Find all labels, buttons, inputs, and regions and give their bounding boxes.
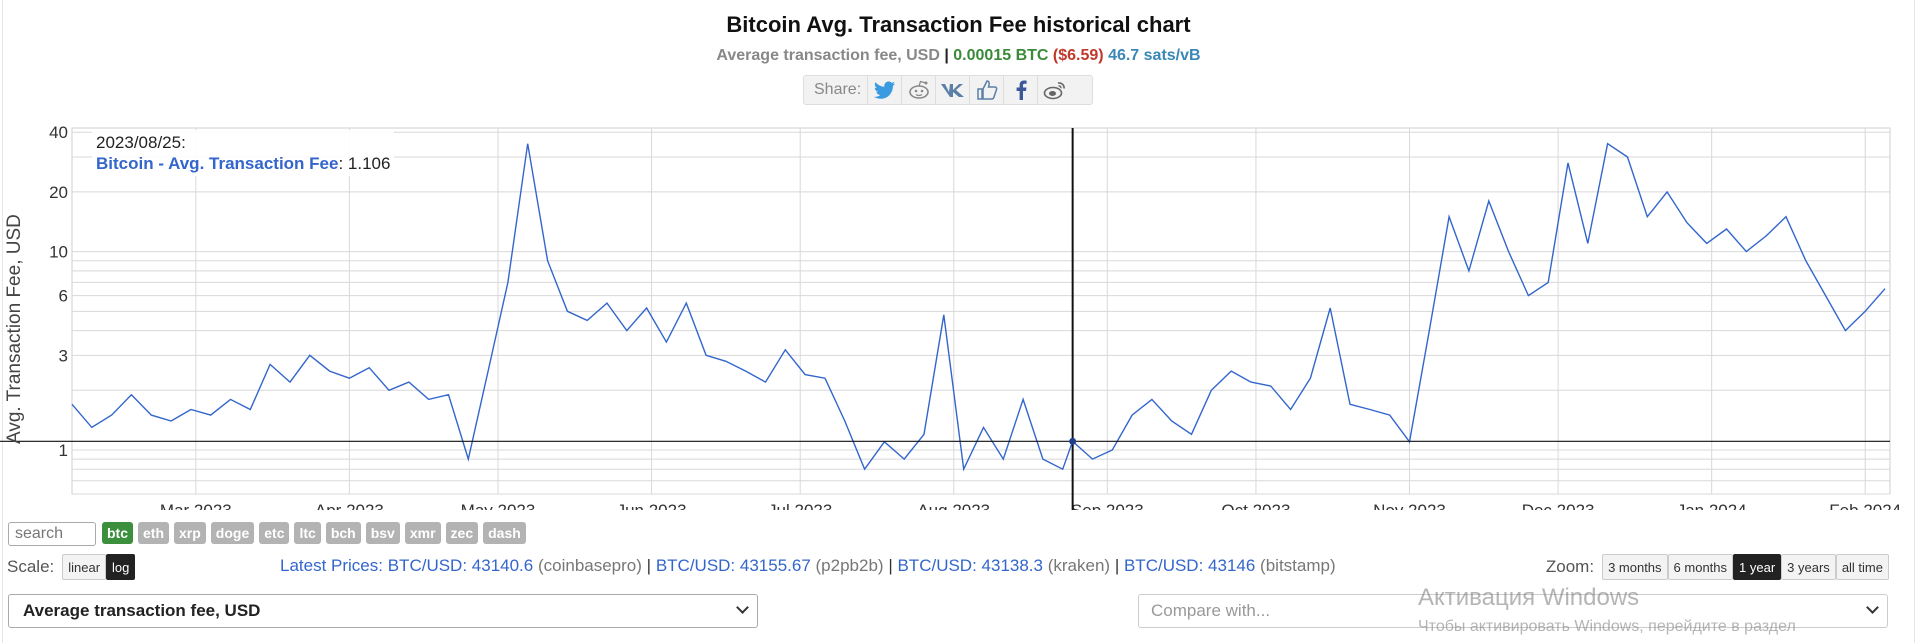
coin-selector: btc eth xrp doge etc ltc bch bsv xmr zec dash bbox=[102, 522, 526, 544]
y-axis-ticks: 1 3 6 10 20 40 bbox=[49, 123, 68, 460]
zoom-option-button[interactable]: 3 months bbox=[1602, 554, 1668, 580]
coin-button[interactable]: doge bbox=[210, 522, 255, 544]
x-tick-label: Apr 2023 bbox=[315, 501, 384, 510]
twitter-icon[interactable] bbox=[867, 76, 901, 104]
x-tick-label: Nov 2023 bbox=[1373, 501, 1446, 510]
y-tick-label: 3 bbox=[59, 346, 68, 365]
watermark-title: Активация Windows bbox=[1418, 584, 1640, 611]
chevron-down-icon bbox=[736, 601, 749, 614]
watermark-subtitle: Чтобы активировать Windows, перейдите в … bbox=[1418, 618, 1796, 635]
fee-series-line bbox=[71, 142, 1886, 472]
coin-button[interactable]: etc bbox=[259, 522, 290, 544]
page-left-border bbox=[2, 0, 3, 643]
price-exchange: (p2pb2b) bbox=[815, 556, 884, 575]
chart-title: Bitcoin Avg. Transaction Fee historical … bbox=[726, 12, 1191, 37]
share-label: Share: bbox=[814, 81, 862, 98]
zoom-option-button[interactable]: 6 months bbox=[1667, 554, 1734, 580]
x-tick-label: Mar 2023 bbox=[160, 501, 232, 510]
coin-search-input[interactable] bbox=[8, 522, 96, 546]
share-bar: Share: bbox=[803, 75, 1093, 105]
scale-log-button[interactable]: log bbox=[106, 554, 136, 580]
prices-label: Latest Prices: bbox=[280, 556, 388, 575]
chart-grid bbox=[71, 127, 1891, 495]
price-exchange: (bitstamp) bbox=[1260, 556, 1336, 575]
subtitle-sats-value: 46.7 sats/vB bbox=[1108, 47, 1201, 64]
subtitle-metric: Average transaction fee, USD bbox=[716, 47, 940, 64]
coin-button[interactable]: zec bbox=[445, 522, 479, 544]
x-tick-label: Aug 2023 bbox=[917, 501, 990, 510]
price-separator: | bbox=[646, 556, 652, 575]
crosshair-point bbox=[1069, 437, 1077, 445]
x-axis-ticks: Mar 2023 Apr 2023 May 2023 Jun 2023 Jul 2023… bbox=[160, 501, 1901, 510]
chevron-down-icon bbox=[1866, 601, 1879, 614]
coin-button[interactable]: eth bbox=[138, 522, 169, 544]
price-pair[interactable]: BTC/USD: 43155.67 bbox=[655, 556, 811, 575]
y-tick-label: 40 bbox=[49, 123, 68, 142]
windows-activation-watermark: Активация Windows Чтобы активировать Win… bbox=[1418, 584, 1796, 636]
coin-button[interactable]: bch bbox=[325, 522, 361, 544]
crosshair bbox=[0, 128, 1890, 510]
coin-button[interactable]: bsv bbox=[365, 522, 400, 544]
y-tick-label: 1 bbox=[59, 441, 68, 460]
like-icon[interactable] bbox=[969, 76, 1003, 104]
x-tick-label: May 2023 bbox=[461, 501, 536, 510]
price-separator: | bbox=[1114, 556, 1120, 575]
metric-select[interactable]: Average transaction fee, USD bbox=[8, 594, 758, 628]
zoom-option-button[interactable]: 1 year bbox=[1733, 554, 1782, 580]
price-exchange: (coinbasepro) bbox=[537, 556, 642, 575]
compare-select-placeholder: Compare with... bbox=[1151, 601, 1271, 620]
y-tick-label: 6 bbox=[59, 287, 68, 306]
x-tick-label: Feb 2024 bbox=[1829, 501, 1901, 510]
tooltip-series-name: Bitcoin - Avg. Transaction Fee bbox=[96, 154, 339, 173]
price-pair[interactable]: BTC/USD: 43140.6 bbox=[387, 556, 534, 575]
zoom-option-button[interactable]: 3 years bbox=[1781, 554, 1836, 580]
scale-label: Scale: bbox=[7, 557, 55, 576]
vk-icon[interactable] bbox=[935, 76, 969, 104]
x-tick-label: Jan 2024 bbox=[1677, 501, 1747, 510]
zoom-control: Zoom: 3 months 6 months 1 year 3 years all t… bbox=[1546, 554, 1889, 580]
price-pair[interactable]: BTC/USD: 43146 bbox=[1123, 556, 1256, 575]
zoom-label: Zoom: bbox=[1545, 557, 1595, 576]
reddit-icon[interactable] bbox=[901, 76, 935, 104]
x-tick-label: Oct 2023 bbox=[1221, 501, 1290, 510]
x-tick-label: Sep 2023 bbox=[1071, 501, 1144, 510]
tooltip-colon: : bbox=[338, 154, 348, 173]
coin-button[interactable]: xrp bbox=[174, 522, 206, 544]
tooltip-date: 2023/08/25: bbox=[96, 133, 186, 152]
price-exchange: (kraken) bbox=[1047, 556, 1111, 575]
chart-tooltip: 2023/08/25: Bitcoin - Avg. Transaction F… bbox=[92, 130, 395, 176]
chart-subtitle: Average transaction fee, USD | 0.00015 B… bbox=[0, 47, 1917, 65]
x-tick-label: Jul 2023 bbox=[768, 501, 832, 510]
coin-button[interactable]: ltc bbox=[294, 522, 321, 544]
subtitle-separator: | bbox=[939, 47, 954, 64]
scale-control: Scale: linear log bbox=[7, 554, 136, 580]
latest-prices: Latest Prices: BTC/USD: 43140.6 (coinbas… bbox=[280, 556, 1336, 576]
subtitle-usd-value: ($6.59) bbox=[1052, 47, 1104, 64]
tooltip-value: 1.106 bbox=[347, 154, 391, 173]
y-tick-label: 20 bbox=[49, 183, 68, 202]
facebook-icon[interactable] bbox=[1003, 76, 1037, 104]
coin-button[interactable]: btc bbox=[102, 522, 133, 544]
y-axis-label: Avg. Transaction Fee, USD bbox=[4, 214, 25, 444]
price-separator: | bbox=[888, 556, 893, 575]
compare-select[interactable]: Compare with... bbox=[1138, 594, 1888, 628]
x-tick-label: Jun 2023 bbox=[617, 501, 687, 510]
weibo-icon[interactable] bbox=[1037, 76, 1071, 104]
price-pair[interactable]: BTC/USD: 43138.3 bbox=[897, 556, 1043, 575]
scale-linear-button[interactable]: linear bbox=[62, 554, 107, 580]
metric-select-value: Average transaction fee, USD bbox=[23, 601, 261, 620]
subtitle-btc-value: 0.00015 BTC bbox=[953, 47, 1049, 64]
zoom-option-button[interactable]: all time bbox=[1835, 554, 1889, 580]
coin-button[interactable]: xmr bbox=[404, 522, 441, 544]
x-tick-label: Dec 2023 bbox=[1522, 501, 1595, 510]
page-right-border bbox=[1914, 0, 1915, 643]
y-tick-label: 10 bbox=[49, 243, 68, 262]
chart-plot-area[interactable]: Mar 2023 Apr 2023 May 2023 Jun 2023 Jul 2023… bbox=[0, 120, 1917, 510]
coin-button[interactable]: dash bbox=[483, 522, 526, 544]
